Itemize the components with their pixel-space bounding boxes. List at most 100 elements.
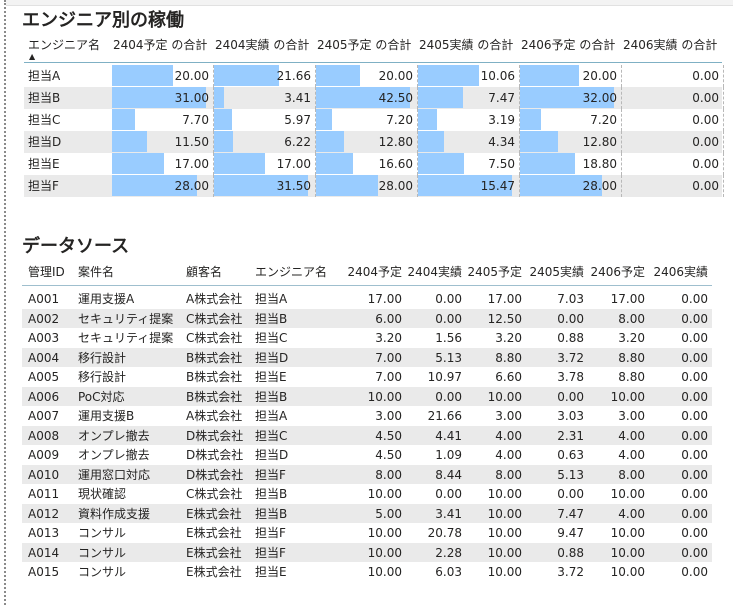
matrix-cell[interactable]: 11.50 (112, 131, 214, 153)
engineer-name: 担当E (28, 157, 60, 171)
matrix-cell[interactable]: 0.00 (622, 153, 724, 175)
column-header-project[interactable]: 案件名 (78, 265, 115, 279)
column-header-2404-actual[interactable]: 2404実績 の合計 (215, 38, 310, 52)
matrix-cell[interactable]: 3.41 (214, 87, 316, 109)
matrix-cell[interactable]: 7.20 (316, 109, 418, 131)
matrix-cell[interactable]: 0.00 (622, 109, 724, 131)
table-row[interactable]: A015 コンサル E株式会社 担当E 10.00 6.03 10.00 3.72 10.00 0… (22, 562, 712, 582)
cell-2405-actual: 3.72 (557, 350, 584, 365)
matrix-cell[interactable]: 20.00 (316, 65, 418, 87)
matrix-cell[interactable]: 0.00 (622, 175, 724, 197)
cell-2404-actual: 1.56 (435, 331, 462, 345)
matrix-cell[interactable]: 31.00 (112, 87, 214, 109)
column-header-2405-plan[interactable]: 2405予定 の合計 (317, 38, 412, 52)
table-row[interactable]: A011 現状確認 C株式会社 担当B 10.00 0.00 10.00 0.00 10.00 0… (22, 484, 712, 504)
column-header-2404-plan[interactable]: 2404予定 (347, 265, 402, 279)
matrix-cell[interactable]: 5.97 (214, 109, 316, 131)
cell-2405-plan: 17.00 (487, 292, 522, 306)
table-row[interactable]: A001 運用支援A A株式会社 担当A 17.00 0.00 17.00 7.03 17.00… (22, 289, 712, 309)
data-bar (418, 109, 438, 130)
matrix-cell[interactable]: 7.47 (418, 87, 520, 109)
matrix-row[interactable]: 担当E 17.00 17.00 16.60 7.50 18.80 0.00 (24, 153, 724, 175)
cell-2405-actual: 7.47 (557, 506, 584, 521)
data-bar (418, 175, 512, 196)
matrix-cell[interactable]: 12.80 (316, 131, 418, 153)
table-row[interactable]: A006 PoC対応 B株式会社 担当B 10.00 0.00 10.00 0.00 10.00… (22, 386, 712, 406)
table-row[interactable]: A010 運用窓口対応 D株式会社 担当F 8.00 8.44 8.00 5.13 8.00 0.… (22, 464, 712, 484)
matrix-row[interactable]: 担当D 11.50 6.22 12.80 4.34 12.80 0.00 (24, 131, 724, 153)
column-header-id[interactable]: 管理ID (28, 265, 65, 279)
matrix-cell[interactable]: 21.66 (214, 65, 316, 87)
cell-engineer: 担当A (255, 292, 288, 306)
cell-project: コンサル (78, 565, 127, 579)
matrix-cell[interactable]: 7.70 (112, 109, 214, 131)
matrix-cell[interactable]: 0.00 (622, 65, 724, 87)
matrix-cell[interactable]: 31.50 (214, 175, 316, 197)
table-row[interactable]: A005 移行設計 B株式会社 担当E 7.00 10.97 6.60 3.78 8.80 0.0… (22, 367, 712, 387)
table-row[interactable]: A004 移行設計 B株式会社 担当D 7.00 5.13 8.80 3.72 8.80 0.00 (22, 347, 712, 367)
matrix-row[interactable]: 担当B 31.00 3.41 42.50 7.47 32.00 0.00 (24, 87, 724, 109)
matrix-cell[interactable]: 4.34 (418, 131, 520, 153)
engineer-utilization-visual[interactable]: エンジニア別の稼働 エンジニア名 ▲ 2404予定 の合計 2404実績 の合計… (22, 10, 724, 197)
matrix-cell[interactable]: 16.60 (316, 153, 418, 175)
cell-2405-actual: 0.88 (557, 331, 584, 345)
table-row[interactable]: A012 資料作成支援 E株式会社 担当B 5.00 3.41 10.00 7.47 4.00 0… (22, 503, 712, 523)
cell-2404-actual: 21.66 (427, 409, 462, 423)
matrix-cell[interactable]: 0.00 (622, 131, 724, 153)
matrix-row[interactable]: 担当F 28.00 31.50 28.00 15.47 28.00 0.00 (24, 175, 724, 197)
matrix-cell[interactable]: 28.00 (316, 175, 418, 197)
column-header-2406-plan[interactable]: 2406予定 の合計 (521, 38, 616, 52)
matrix-row[interactable]: 担当A 20.00 21.66 20.00 10.06 20.00 0.00 (24, 65, 724, 87)
cell-customer: A株式会社 (186, 409, 243, 423)
table-row[interactable]: A009 オンプレ撤去 D株式会社 担当D 4.50 1.09 4.00 0.63 4.00 0.… (22, 445, 712, 465)
matrix-cell[interactable]: 17.00 (214, 153, 316, 175)
cell-2405-actual: 0.00 (557, 389, 584, 404)
column-header-2405-actual[interactable]: 2405実績 の合計 (419, 38, 514, 52)
datasource-table-visual[interactable]: データソース 管理ID 案件名 顧客名 エンジニア名 2404予定 2404実績 2405予… (22, 236, 722, 579)
matrix-row[interactable]: 担当C 7.70 5.97 7.20 3.19 7.20 0.00 (24, 109, 724, 131)
cell-2404-actual: 5.13 (435, 350, 462, 365)
column-header-2406-actual[interactable]: 2406実績 の合計 (623, 38, 718, 52)
matrix-cell[interactable]: 6.22 (214, 131, 316, 153)
cell-2405-actual: 0.63 (557, 448, 584, 462)
table-row[interactable]: A013 コンサル E株式会社 担当F 10.00 20.78 10.00 9.47 10.00… (22, 523, 712, 543)
cell-engineer: 担当D (255, 350, 289, 365)
matrix-cell[interactable]: 3.19 (418, 109, 520, 131)
matrix-cell[interactable]: 28.00 (520, 175, 622, 197)
data-bar (316, 175, 378, 196)
column-header-customer[interactable]: 顧客名 (186, 265, 223, 279)
matrix-cell[interactable]: 15.47 (418, 175, 520, 197)
column-header-2404-plan[interactable]: 2404予定 の合計 (113, 38, 208, 52)
table-row[interactable]: A002 セキュリティ提案 C株式会社 担当B 6.00 0.00 12.50 0.00 8.0… (22, 308, 712, 328)
matrix-cell[interactable]: 7.50 (418, 153, 520, 175)
cell-2406-actual: 0.00 (681, 292, 708, 306)
table-row[interactable]: A014 コンサル E株式会社 担当F 10.00 2.28 10.00 0.88 10.00 0… (22, 542, 712, 562)
matrix-cell[interactable]: 42.50 (316, 87, 418, 109)
cell-2406-plan: 8.80 (618, 370, 645, 384)
cell-2406-plan: 8.00 (618, 311, 645, 326)
matrix-cell[interactable]: 12.80 (520, 131, 622, 153)
table-row[interactable]: A003 セキュリティ提案 C株式会社 担当C 3.20 1.56 3.20 0.88 3.20… (22, 328, 712, 348)
cell-2406-actual: 0.00 (681, 409, 708, 423)
matrix-cell[interactable]: 28.00 (112, 175, 214, 197)
column-header-2406-actual[interactable]: 2406実績 (653, 265, 708, 279)
cell-2404-actual: 10.97 (427, 370, 462, 384)
matrix-cell[interactable]: 18.80 (520, 153, 622, 175)
matrix-cell[interactable]: 0.00 (622, 87, 724, 109)
table-row[interactable]: A008 オンプレ撤去 D株式会社 担当C 4.50 4.41 4.00 2.31 4.00 0.… (22, 425, 712, 445)
matrix-cell[interactable]: 10.06 (418, 65, 520, 87)
table-row[interactable]: A007 運用支援B A株式会社 担当A 3.00 21.66 3.00 3.03 3.00 0.… (22, 406, 712, 426)
column-header-2404-actual[interactable]: 2404実績 (407, 265, 462, 279)
matrix-cell[interactable]: 20.00 (112, 65, 214, 87)
sort-ascending-icon[interactable]: ▲ (29, 52, 36, 61)
column-header-2405-actual[interactable]: 2405実績 (529, 265, 584, 279)
matrix-cell[interactable]: 20.00 (520, 65, 622, 87)
matrix-cell[interactable]: 7.20 (520, 109, 622, 131)
data-bar (214, 175, 308, 196)
engineer-column-header[interactable]: エンジニア名 (28, 38, 101, 52)
column-header-engineer[interactable]: エンジニア名 (255, 265, 328, 279)
matrix-cell[interactable]: 17.00 (112, 153, 214, 175)
matrix-cell[interactable]: 32.00 (520, 87, 622, 109)
column-header-2406-plan[interactable]: 2406予定 (590, 265, 645, 279)
column-header-2405-plan[interactable]: 2405予定 (467, 265, 522, 279)
